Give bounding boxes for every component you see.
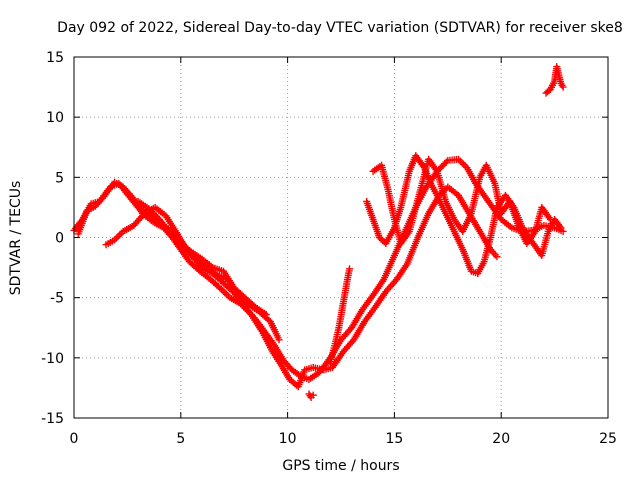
data-point xyxy=(244,307,252,315)
x-tick-label: 0 xyxy=(70,431,79,447)
x-axis-title: GPS time / hours xyxy=(282,458,399,474)
data-point xyxy=(114,233,122,241)
series-track-9 xyxy=(542,63,567,97)
axis-ticks xyxy=(73,56,609,419)
y-tick-label: 5 xyxy=(55,170,64,186)
series-track-7 xyxy=(326,265,354,368)
x-tick-label: 15 xyxy=(385,431,403,447)
y-axis-title: SDTVAR / TECUs xyxy=(8,181,24,296)
data-point xyxy=(346,265,354,273)
series-track-4 xyxy=(134,197,270,319)
data-point xyxy=(237,300,245,308)
chart-title: Day 092 of 2022, Sidereal Day-to-day VTE… xyxy=(57,20,623,36)
data-point xyxy=(145,205,153,213)
data-point xyxy=(243,306,251,314)
data-point xyxy=(168,230,176,238)
x-tick-label: 20 xyxy=(492,431,510,447)
data-point xyxy=(241,304,249,312)
data-point xyxy=(442,158,450,166)
data-point xyxy=(559,83,567,91)
data-point xyxy=(174,236,182,244)
data-point xyxy=(546,215,554,223)
data-point xyxy=(559,227,567,235)
data-point xyxy=(493,253,501,261)
x-tick-label: 10 xyxy=(279,431,297,447)
data-point xyxy=(151,211,159,219)
series-track-1 xyxy=(70,155,567,383)
data-point xyxy=(309,391,317,399)
data-point xyxy=(275,336,283,344)
data-point xyxy=(238,301,246,309)
y-tick-label: 10 xyxy=(46,110,64,126)
series-track-8 xyxy=(305,390,317,402)
data-point xyxy=(216,284,224,292)
data-point xyxy=(221,289,229,297)
data-points xyxy=(70,63,567,402)
data-point xyxy=(152,212,160,220)
data-point xyxy=(460,160,468,168)
y-tick-label: 15 xyxy=(46,50,64,66)
data-point xyxy=(557,224,565,232)
y-tick-label: -15 xyxy=(41,411,64,427)
x-tick-label: 25 xyxy=(599,431,617,447)
x-tick-label: 5 xyxy=(176,431,185,447)
data-point xyxy=(172,235,180,243)
y-tick-label: -5 xyxy=(50,291,64,307)
y-tick-label: 0 xyxy=(55,231,64,247)
y-tick-label: -10 xyxy=(41,351,64,367)
data-point xyxy=(146,206,154,214)
data-point xyxy=(149,209,157,217)
data-point xyxy=(169,232,177,240)
data-point xyxy=(166,229,174,237)
series-track-6 xyxy=(369,155,554,248)
tick-labels: 0 5 10 15 20 25 -15 -10 -5 0 5 10 15 xyxy=(41,50,617,447)
data-point xyxy=(148,208,156,216)
data-point xyxy=(441,160,449,168)
data-point xyxy=(240,303,248,311)
series-track-2 xyxy=(74,178,501,391)
data-point xyxy=(456,157,464,165)
data-point xyxy=(171,233,179,241)
data-point xyxy=(439,161,447,169)
data-point xyxy=(438,163,446,171)
data-point xyxy=(262,311,270,319)
grid xyxy=(74,57,608,418)
